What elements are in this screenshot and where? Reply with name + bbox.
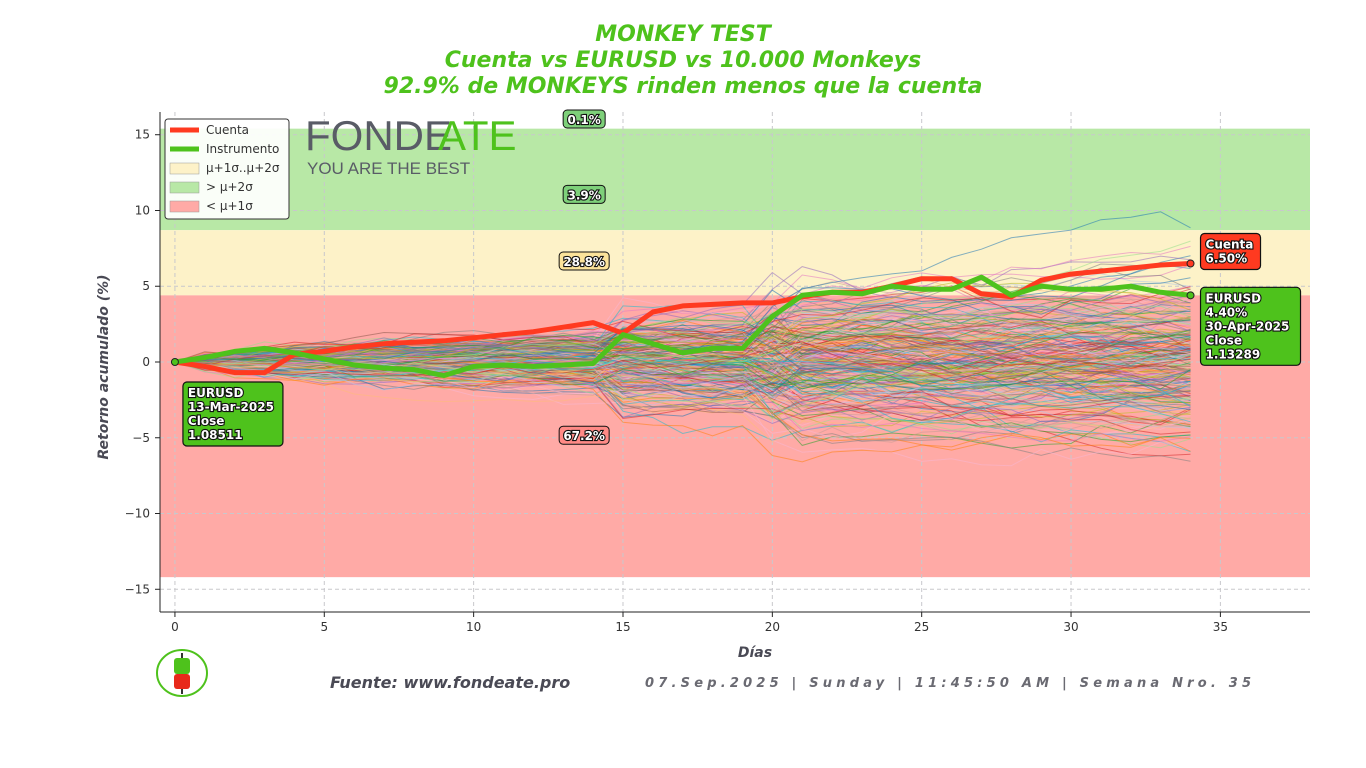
legend: Cuenta Instrumento μ+1σ..μ+2σ > μ+2σ < μ+1σ: [164, 118, 290, 220]
annotation-marker: [1186, 259, 1195, 268]
monkey-path: [174, 346, 1191, 394]
y-tick-label: −5: [132, 431, 150, 445]
annotation-text: 13-Mar-2025: [188, 400, 274, 414]
legend-swatch: [169, 162, 200, 175]
x-tick-label: 15: [615, 620, 630, 634]
annotation-text: EURUSD: [1206, 291, 1262, 305]
monkey-path: [174, 361, 1191, 463]
legend-frame: [164, 118, 290, 220]
source-label: Fuente: www.fondeate.pro: [330, 673, 571, 692]
annotation-box: [1199, 232, 1262, 271]
legend-swatch: [169, 181, 200, 194]
x-axis-label: Días: [738, 645, 772, 661]
annotation-text: Cuenta: [1206, 238, 1254, 252]
band-percent-label: 0.1%: [568, 113, 601, 127]
annotation-text: 1.08511: [188, 428, 243, 442]
monkey-path: [174, 341, 1191, 382]
monkey-path: [174, 356, 1191, 407]
y-tick-label: −15: [125, 582, 150, 596]
band-percent-label: 28.8%: [563, 255, 605, 269]
y-tick-label: 0: [142, 355, 150, 369]
watermark-tagline: YOU ARE THE BEST: [307, 159, 470, 178]
annotation-box: [182, 381, 284, 447]
monkey-path: [174, 359, 1191, 399]
x-tick-label: 35: [1213, 620, 1228, 634]
chart-title: MONKEY TEST: [595, 22, 771, 47]
band-percent-box: [562, 184, 606, 204]
monkey-path: [174, 342, 1191, 374]
chart-subtitle-2: 92.9% de MONKEYS rinden menos que la cue…: [383, 74, 983, 99]
y-tick-label: 10: [135, 203, 150, 217]
axes-layer: 0 5 10 15 20 25 30 35 −15 −10 −5 0 5 10 15 Días Retorno …: [96, 112, 1310, 661]
monkey-path: [174, 282, 1191, 365]
watermark-brand-b: ATE: [438, 112, 517, 159]
chart-subtitle-1: Cuenta vs EURUSD vs 10.000 Monkeys: [444, 48, 922, 73]
annotation-box: [1199, 286, 1302, 366]
monkey-path: [174, 357, 1191, 418]
annotation-text: 30-Apr-2025: [1206, 319, 1290, 333]
fondeate-watermark: FONDE ATE YOU ARE THE BEST: [305, 112, 517, 178]
legend-swatch: [169, 200, 200, 213]
chart-title-block: MONKEY TEST Cuenta vs EURUSD vs 10.000 M…: [0, 22, 1366, 100]
monkey-path: [174, 271, 1191, 363]
date-line: 07.Sep.2025 | Sunday | 11:45:50 AM | Sem…: [645, 676, 1256, 691]
watermark-brand-a: FONDE: [305, 112, 452, 159]
monkey-path: [174, 358, 1191, 429]
annotation-marker: [1186, 291, 1195, 300]
legend-label: Cuenta: [206, 123, 249, 137]
legend-label: > μ+2σ: [206, 180, 253, 194]
band-percent-box: [562, 109, 606, 129]
annotation-text: 1.13289: [1206, 347, 1261, 361]
x-tick-label: 5: [320, 620, 328, 634]
legend-label: μ+1σ..μ+2σ: [206, 161, 280, 175]
monkey-path: [174, 354, 1191, 467]
band-percent-box: [558, 425, 610, 445]
monkey-path: [174, 304, 1191, 366]
series-line-instrumento: [174, 274, 1191, 379]
x-tick-label: 10: [466, 620, 481, 634]
annotation-text: Close: [188, 414, 224, 428]
monkey-path: [174, 211, 1191, 371]
monkey-path: [174, 319, 1191, 380]
annotation-text: EURUSD: [188, 386, 244, 400]
series-layer: [174, 261, 1191, 379]
x-tick-label: 30: [1063, 620, 1078, 634]
x-tick-label: 0: [171, 620, 179, 634]
band-percent-label: 67.2%: [563, 429, 605, 443]
legend-label: Instrumento: [206, 142, 279, 156]
x-tick-label: 20: [765, 620, 780, 634]
monkey-path: [174, 318, 1191, 385]
annotation-marker: [170, 358, 179, 366]
y-tick-label: 5: [142, 279, 150, 293]
annotation-text: 6.50%: [1206, 252, 1248, 266]
band-0: [160, 128, 1310, 231]
band-percent-box: [558, 251, 610, 271]
annotation-text: 4.40%: [1206, 305, 1248, 319]
annotation-text: Close: [1206, 333, 1242, 347]
monkey-path: [174, 355, 1191, 378]
y-tick-label: −10: [125, 507, 150, 521]
annotations-layer: EURUSD13-Mar-2025Close1.08511Cuenta6.50%…: [170, 232, 1302, 447]
y-axis-label: Retorno acumulado (%): [96, 274, 112, 459]
fondeate-logo-icon: [155, 648, 209, 698]
y-tick-label: 15: [135, 128, 150, 142]
legend-label: < μ+1σ: [206, 199, 253, 213]
band-percent-label: 3.9%: [568, 188, 601, 202]
band-1: [160, 230, 1310, 296]
monkey-path: [174, 361, 1191, 407]
x-tick-label: 25: [914, 620, 929, 634]
band-percent-labels: 0.1% 3.9% 28.8% 67.2%: [558, 109, 610, 445]
